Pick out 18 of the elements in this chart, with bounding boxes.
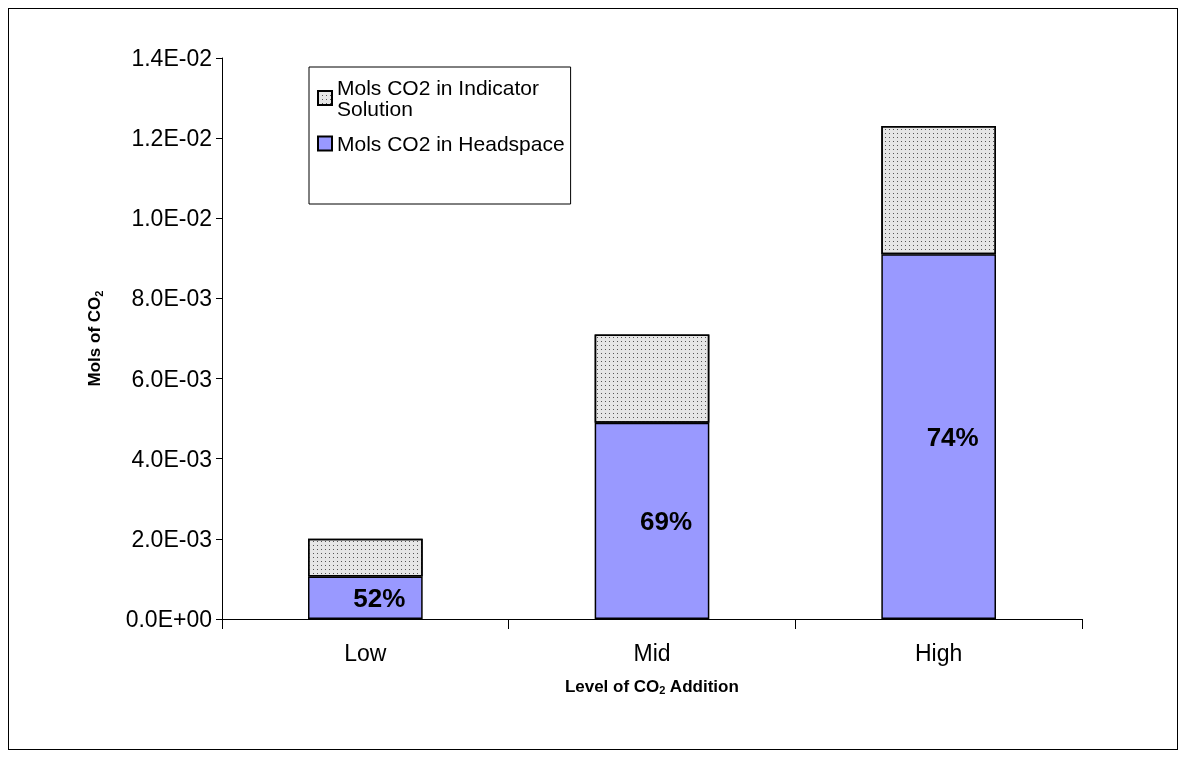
y-tick-label: 1.4E-02 xyxy=(131,45,212,71)
y-tick-label: 4.0E-03 xyxy=(131,445,212,472)
annotation: 52% xyxy=(353,582,406,613)
y-tick-label: 8.0E-03 xyxy=(131,285,212,312)
y-tick-label: 1.0E-02 xyxy=(131,205,212,232)
y-tick-label: 0.0E+00 xyxy=(125,606,212,632)
legend-label: Mols CO2 in Indicator Solution xyxy=(337,76,545,120)
annotation: 74% xyxy=(926,421,979,452)
y-tick-label: 1.2E-02 xyxy=(131,125,212,152)
x-axis-title: Level of CO2 Addition xyxy=(564,676,739,697)
legend-label: Mols CO2 in Headspace xyxy=(337,132,565,155)
x-tick-label: High xyxy=(915,639,963,666)
x-tick-label: Low xyxy=(344,639,387,666)
y-axis-title: Mols of CO2 xyxy=(85,290,105,387)
annotation: 69% xyxy=(639,505,693,536)
y-tick-label: 6.0E-03 xyxy=(131,365,212,392)
x-tick-label: Mid xyxy=(633,639,671,666)
y-tick-label: 2.0E-03 xyxy=(131,525,212,552)
